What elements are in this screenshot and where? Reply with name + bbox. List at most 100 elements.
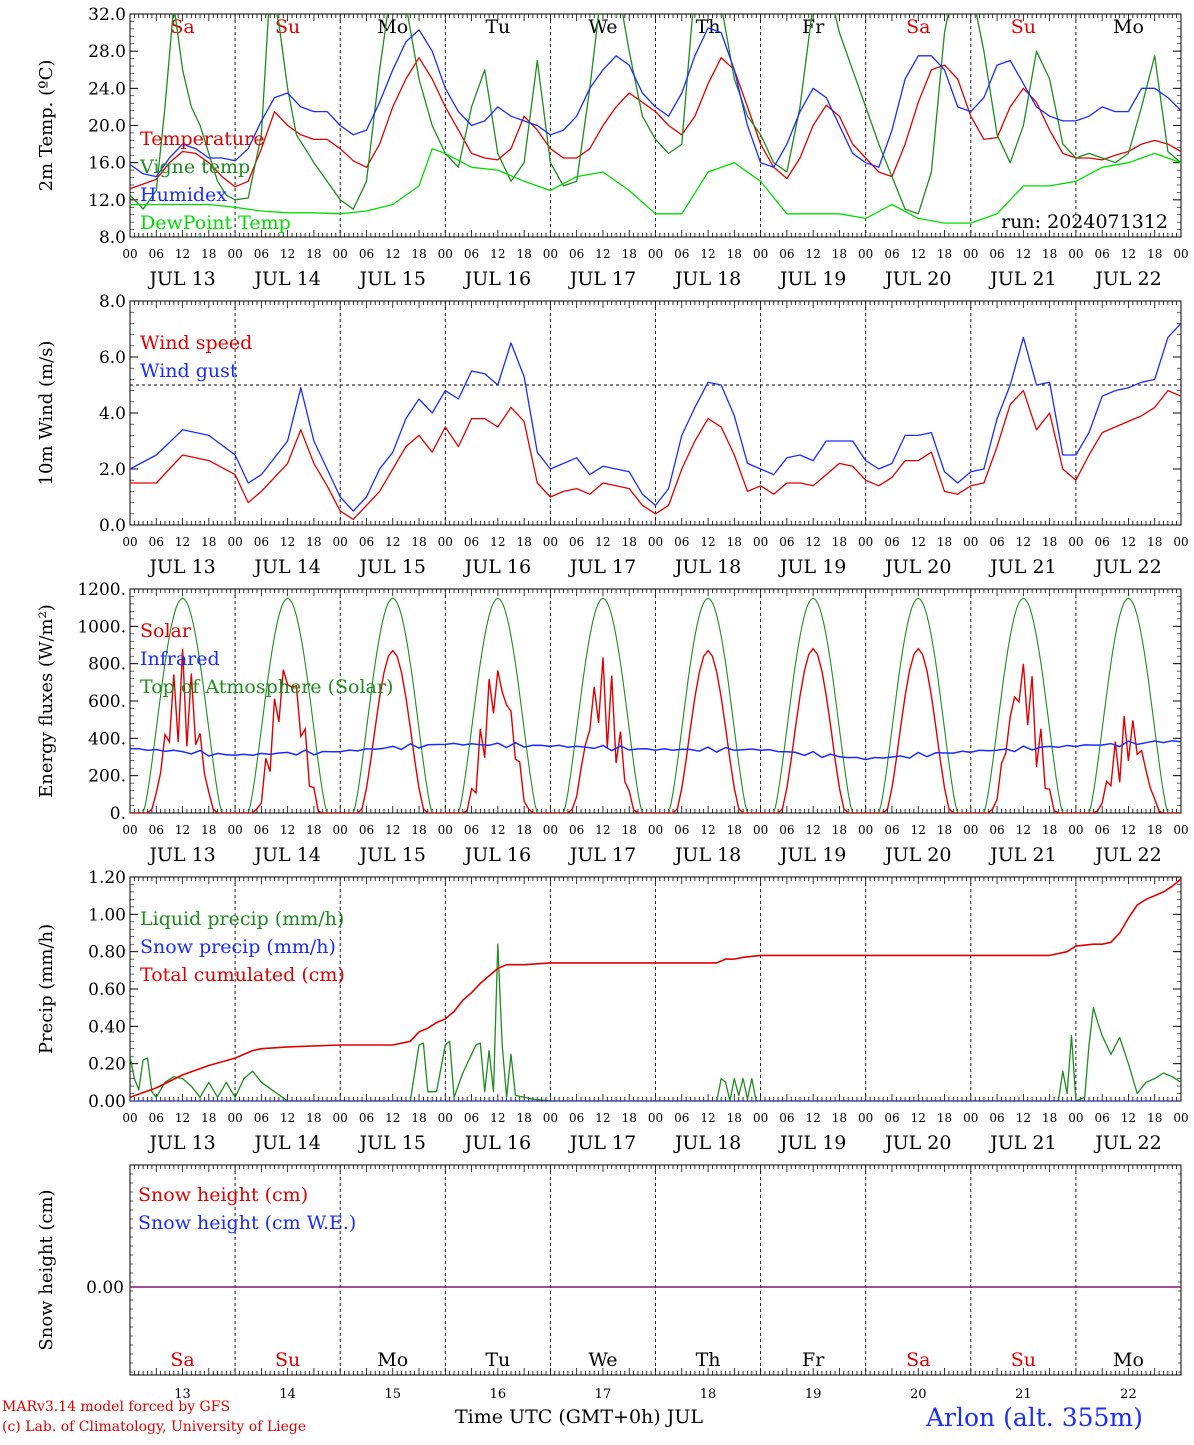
temp-hour-label: 00 [333,247,348,261]
temp-hour-label: 18 [622,247,637,261]
weekday-label: We [588,16,617,38]
day-number-label: 16 [490,1387,507,1402]
energy-hour-label: 00 [227,823,242,837]
total-cumulated-cm-line [130,878,1181,1099]
temp-hour-label: 00 [227,247,242,261]
temp-hour-label-final: 00 [1173,247,1188,261]
wind-legend-item: Wind speed [140,332,252,354]
energy-hour-label: 06 [674,823,689,837]
precip-y-axis-label: Precip (mm/h) [36,924,57,1054]
energy-hour-label: 18 [1147,823,1162,837]
snow-y-axis-label: Snow height (cm) [36,1189,57,1350]
precip-hour-label: 00 [753,1111,768,1125]
energy-hour-label: 00 [333,823,348,837]
energy-date-label: JUL 22 [1093,844,1161,866]
precip-date-label: JUL 15 [358,1132,426,1154]
weekday-label: Sa [906,16,930,38]
energy-hour-label: 18 [201,823,216,837]
energy-y-tick-label: 0. [110,804,126,824]
energy-hour-label: 12 [911,823,926,837]
wind-hour-label: 06 [464,535,479,549]
energy-hour-label: 12 [175,823,190,837]
station-name: Arlon (alt. 355m) [926,1403,1143,1432]
snow-weekday-label: Mo [377,1349,408,1371]
wind-date-label: JUL 17 [568,556,636,578]
wind-series-group [130,322,1181,521]
wind-date-label: JUL 20 [883,556,951,578]
precip-hour-label: 00 [227,1111,242,1125]
day-number-label: 14 [279,1387,296,1402]
temp-hour-label: 18 [1147,247,1162,261]
model-credit: MARv3.14 model forced by GFS [2,1399,231,1415]
energy-hour-label: 18 [622,823,637,837]
temp-hour-label: 12 [175,247,190,261]
energy-hour-label: 00 [122,823,137,837]
wind-frame [129,300,1182,526]
energy-hour-label: 00 [543,823,558,837]
wind-hour-label-final: 00 [1173,535,1188,549]
day-number-label: 15 [384,1387,401,1402]
snow-weekday-label: Th [696,1349,721,1371]
energy-hour-label: 06 [569,823,584,837]
energy-hour-label: 00 [858,823,873,837]
temp-panel: 8.0 12.0 16.0 20.0 24.0 28.0 32.0 2m Temp. (ºC)… [36,5,1189,290]
temp-hour-label: 12 [806,247,821,261]
day-number-label: 20 [910,1387,927,1402]
precip-date-label: JUL 13 [147,1132,215,1154]
temp-y-tick-label: 8.0 [99,228,126,248]
energy-hour-label: 06 [989,823,1004,837]
precip-hour-label-final: 00 [1173,1111,1188,1125]
day-number-label: 19 [805,1387,822,1402]
wind-panel: 0.0 2.0 4.0 6.0 8.0 10m Wind (m/s) 00 06 12 18 JUL… [36,292,1189,578]
precip-hour-label: 18 [937,1111,952,1125]
temp-hour-label: 00 [438,247,453,261]
temp-date-label: JUL 16 [463,268,531,290]
wind-hour-label: 12 [175,535,190,549]
snow-weekday-label: Mo [1113,1349,1144,1371]
precip-legend-item: Total cumulated (cm) [140,964,345,986]
weekday-label: Tu [485,16,510,38]
energy-hour-label: 12 [1016,823,1031,837]
precip-y-tick-label: 0.00 [88,1092,126,1112]
wind-date-label: JUL 22 [1093,556,1161,578]
weekday-label: Mo [377,16,408,38]
precip-hour-label: 18 [411,1111,426,1125]
energy-date-label: JUL 20 [883,844,951,866]
wind-y-tick-label: 6.0 [99,348,126,368]
temp-hour-label: 00 [963,247,978,261]
temp-hour-label: 06 [149,247,164,261]
temp-hour-label: 00 [753,247,768,261]
energy-hour-label-final: 00 [1173,823,1188,837]
energy-hour-label: 06 [1095,823,1110,837]
wind-y-tick-label: 4.0 [99,404,126,424]
temp-hour-label: 18 [1042,247,1057,261]
temp-hour-label: 12 [700,247,715,261]
infrared-line [130,739,1181,761]
day-number-label: 17 [595,1387,612,1402]
precip-hour-label: 00 [333,1111,348,1125]
precip-legend-item: Liquid precip (mm/h) [140,908,344,930]
energy-legend-item: Infrared [140,648,220,670]
precip-hour-label: 18 [201,1111,216,1125]
precip-date-label: JUL 14 [252,1132,320,1154]
precip-hour-label: 00 [543,1111,558,1125]
wind-hour-label: 18 [1147,535,1162,549]
wind-hour-label: 06 [254,535,269,549]
energy-date-label: JUL 16 [463,844,531,866]
energy-y-tick-label: 1200. [77,580,126,600]
wind-y-tick-label: 8.0 [99,292,126,312]
wind-date-label: JUL 21 [988,556,1056,578]
energy-hour-label: 18 [937,823,952,837]
wind-hour-label: 12 [595,535,610,549]
precip-hour-label: 00 [858,1111,873,1125]
energy-hour-label: 12 [280,823,295,837]
wind-hour-label: 18 [306,535,321,549]
temp-hour-label: 18 [306,247,321,261]
precip-hour-label: 06 [359,1111,374,1125]
precip-date-label: JUL 22 [1093,1132,1161,1154]
energy-date-label: JUL 17 [568,844,636,866]
precip-hour-label: 12 [490,1111,505,1125]
wind-hour-label: 00 [648,535,663,549]
temp-date-label: JUL 22 [1093,268,1161,290]
wind-hour-label: 12 [490,535,505,549]
